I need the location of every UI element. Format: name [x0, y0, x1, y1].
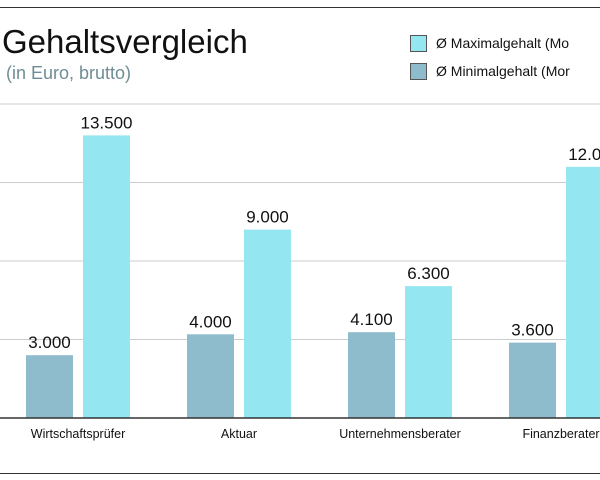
- data-label-min-0: 3.000: [28, 333, 71, 352]
- top-border: [0, 7, 600, 8]
- legend-swatch-min: [410, 62, 427, 80]
- data-label-min-1: 4.000: [189, 312, 232, 331]
- data-label-max-1: 9.000: [246, 208, 289, 227]
- bar-min-3: [509, 342, 556, 418]
- category-label-0: Wirtschaftsprüfer: [31, 427, 125, 441]
- legend-label-max: Ø Maximalgehalt (Mo: [436, 35, 570, 51]
- bar-min-2: [348, 332, 395, 418]
- legend-item-min: Ø Minimalgehalt (Mor: [410, 61, 570, 81]
- legend-label-min: Ø Minimalgehalt (Mor: [436, 63, 570, 79]
- legend-swatch-max: [410, 34, 427, 52]
- bar-max-2: [405, 286, 452, 418]
- bar-max-3: [566, 166, 600, 418]
- legend: Ø Maximalgehalt (Mo Ø Minimalgehalt (Mor: [410, 33, 570, 89]
- bar-min-0: [26, 355, 73, 418]
- legend-item-max: Ø Maximalgehalt (Mo: [410, 33, 570, 53]
- bar-min-1: [187, 334, 234, 418]
- bar-max-1: [244, 229, 291, 418]
- chart-subtitle: (in Euro, brutto): [6, 63, 132, 83]
- chart-title: Gehaltsvergleich: [2, 23, 248, 60]
- data-label-min-3: 3.600: [511, 321, 554, 340]
- bar-max-0: [83, 135, 130, 418]
- category-label-2: Unternehmensberater: [339, 427, 461, 441]
- data-label-max-0: 13.500: [81, 113, 133, 132]
- data-label-max-2: 6.300: [407, 264, 450, 283]
- data-label-min-2: 4.100: [350, 310, 393, 329]
- data-label-max-3: 12.00: [568, 145, 600, 164]
- bottom-border: [0, 473, 600, 474]
- category-label-1: Aktuar: [221, 427, 257, 441]
- category-label-3: Finanzberater: [522, 427, 599, 441]
